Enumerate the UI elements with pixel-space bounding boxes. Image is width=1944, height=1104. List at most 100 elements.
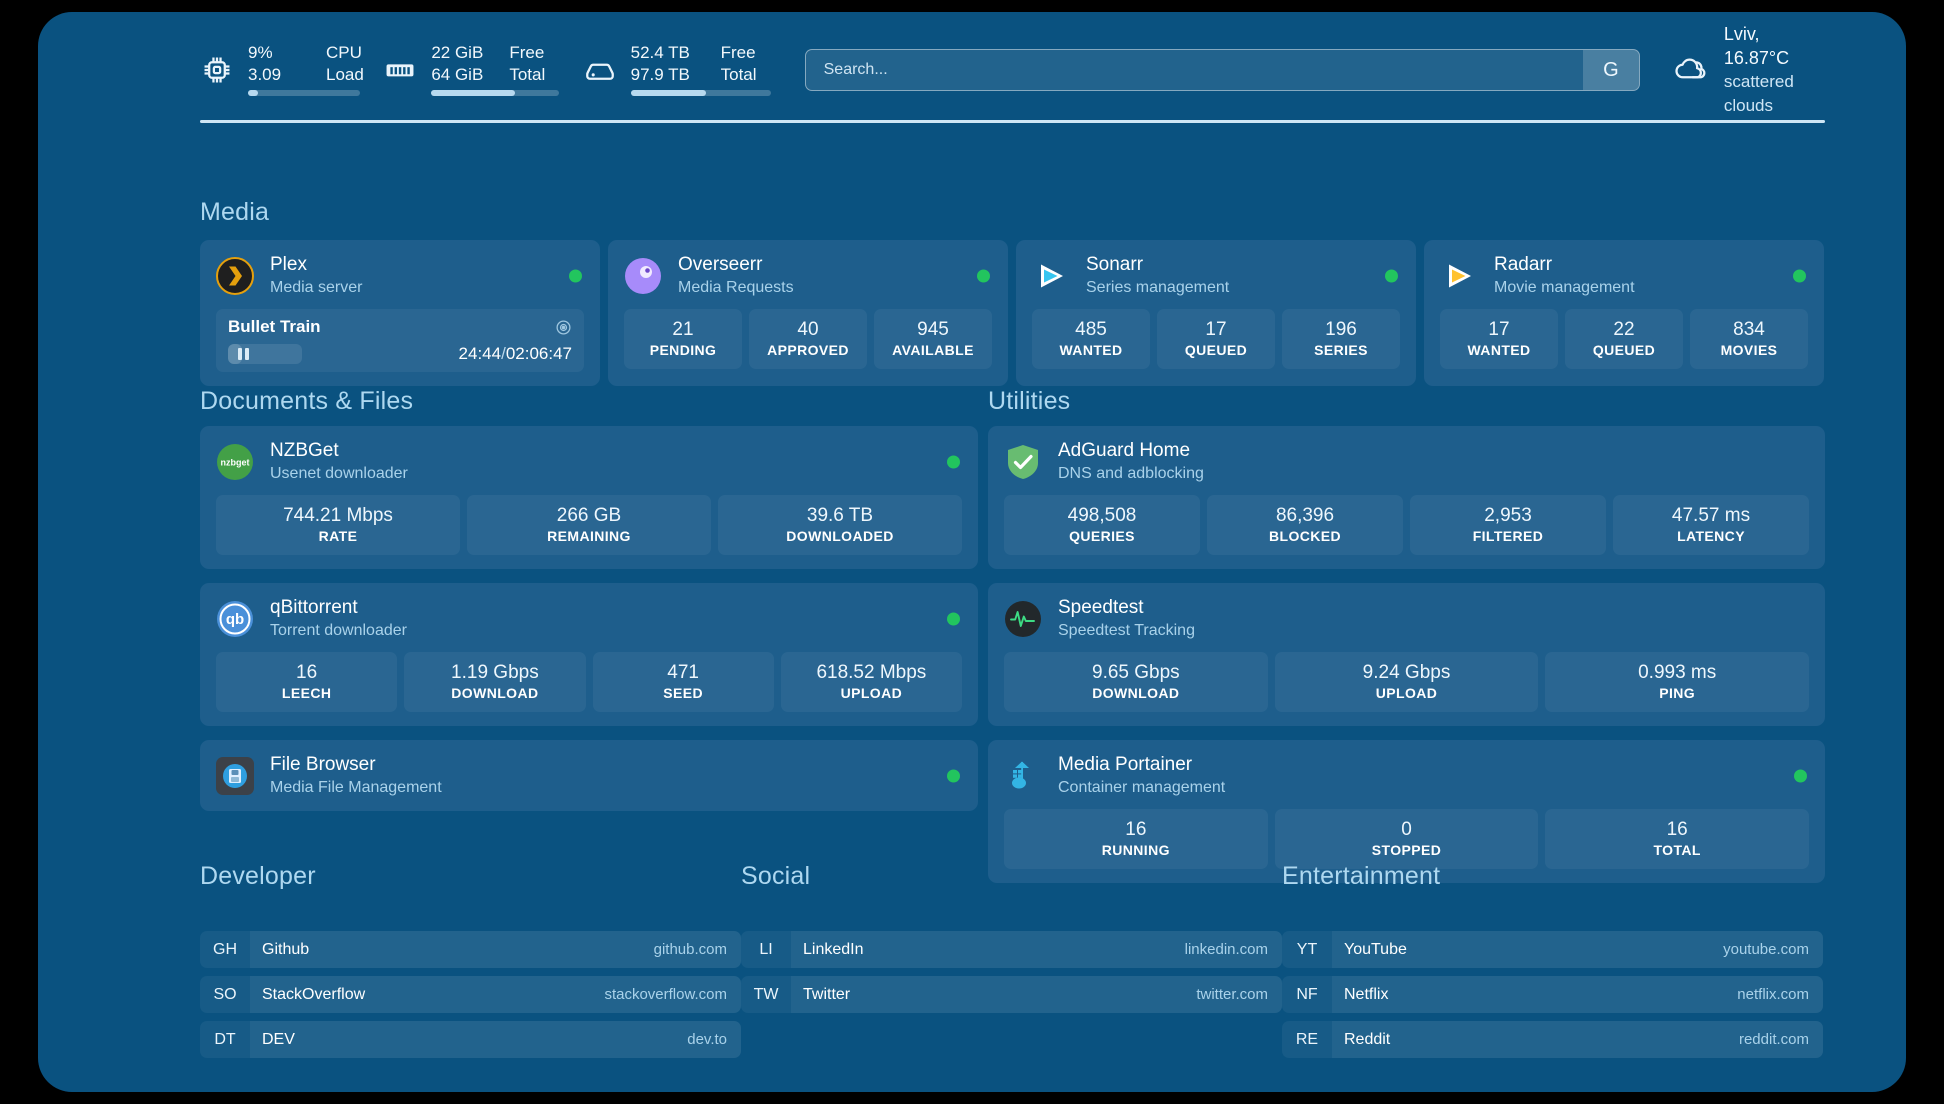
service-card-plex[interactable]: Plex Media server Bullet Train — [200, 240, 600, 386]
service-card-speedtest[interactable]: Speedtest Speedtest Tracking 9.65 Gbps D… — [988, 583, 1825, 726]
service-subtitle: Media File Management — [270, 779, 442, 796]
bookmark-item[interactable]: DT DEV dev.to — [200, 1021, 741, 1058]
service-card-qbittorrent[interactable]: qb qBittorrent Torrent downloader 16 LEE… — [200, 583, 978, 726]
stat-value: 39.6 TB — [806, 505, 874, 526]
stat-label: REMAINING — [547, 528, 631, 544]
stat-label: PING — [1659, 685, 1696, 701]
status-badge — [569, 269, 582, 282]
stat-tile: 485 WANTED — [1032, 309, 1150, 369]
status-badge — [947, 612, 960, 625]
bookmark-item[interactable]: RE Reddit reddit.com — [1282, 1021, 1823, 1058]
bookmark-group-developer: Developer GH Github github.com SO StackO… — [200, 862, 741, 1058]
service-subtitle: DNS and adblocking — [1058, 465, 1204, 482]
bookmark-name: Github — [262, 940, 310, 958]
stat-value: 196 — [1325, 319, 1357, 340]
status-badge — [1385, 269, 1398, 282]
bookmark-item[interactable]: YT YouTube youtube.com — [1282, 931, 1823, 968]
system-stat-cpu: 9% CPU 3.09 Load — [200, 42, 364, 98]
bookmark-name: DEV — [262, 1030, 295, 1048]
portainer-icon — [1004, 757, 1042, 795]
service-name: Plex — [270, 254, 307, 275]
bookmark-name: LinkedIn — [803, 940, 864, 958]
bookmark-url: reddit.com — [1738, 1031, 1809, 1048]
bookmark-item[interactable]: LI LinkedIn linkedin.com — [741, 931, 1282, 968]
stat-tile: 47.57 ms LATENCY — [1613, 495, 1809, 555]
stat-value: 618.52 Mbps — [816, 662, 927, 683]
service-card-file-browser[interactable]: File Browser Media File Management — [200, 740, 978, 811]
bookmark-item[interactable]: SO StackOverflow stackoverflow.com — [200, 976, 741, 1013]
bookmark-url: stackoverflow.com — [604, 986, 727, 1003]
header-divider — [200, 120, 1825, 123]
pause-icon[interactable] — [238, 348, 249, 360]
stat-label: MOVIES — [1720, 342, 1778, 358]
top-header: 9% CPU 3.09 Load — [38, 12, 1906, 130]
bookmark-group-entertainment: Entertainment YT YouTube youtube.com NF … — [1282, 862, 1823, 1058]
service-card-sonarr[interactable]: Sonarr Series management 485 WANTED 17 Q… — [1016, 240, 1416, 386]
dashboard-root: 9% CPU 3.09 Load — [38, 12, 1906, 1092]
stat-value: 0.993 ms — [1638, 662, 1717, 683]
stat-tiles: 498,508 QUERIES 86,396 BLOCKED 2,953 FIL… — [1004, 495, 1809, 555]
search-bar[interactable]: G — [804, 49, 1640, 91]
search-input[interactable] — [804, 49, 1640, 91]
bookmarks-area: Developer GH Github github.com SO StackO… — [200, 862, 1825, 1058]
playback-progress-bar[interactable] — [228, 344, 302, 364]
stat-label: AVAILABLE — [892, 342, 974, 358]
stat-value: 16 — [1125, 819, 1147, 840]
stat-value: 22 — [1613, 319, 1635, 340]
service-subtitle: Speedtest Tracking — [1058, 622, 1195, 639]
service-card-nzbget[interactable]: nzbget NZBGet Usenet downloader 744.21 M… — [200, 426, 978, 569]
service-subtitle: Series management — [1086, 279, 1230, 296]
weather-condition: scattered clouds — [1723, 72, 1794, 115]
stat-value: 1.19 Gbps — [451, 662, 539, 683]
bookmark-badge: SO — [200, 976, 250, 1013]
service-card-adguard-home[interactable]: AdGuard Home DNS and adblocking 498,508 … — [988, 426, 1825, 569]
stat-tiles: 17 WANTED 22 QUEUED 834 MOVIES — [1440, 309, 1808, 369]
playback-time: 24:44/02:06:47 — [459, 344, 572, 364]
stat-value: 21 — [672, 319, 694, 340]
stat-tile: 0.993 ms PING — [1545, 652, 1810, 712]
search-engine-button[interactable]: G — [1582, 50, 1639, 90]
service-card-radarr[interactable]: Radarr Movie management 17 WANTED 22 QUE… — [1424, 240, 1824, 386]
cpu-icon — [200, 53, 234, 87]
stat-tiles: 485 WANTED 17 QUEUED 196 SERIES — [1032, 309, 1400, 369]
stat-tile: 471 SEED — [592, 652, 774, 712]
stat-value: 2,953 — [1484, 505, 1532, 526]
service-card-overseerr[interactable]: Overseerr Media Requests 21 PENDING 40 A… — [608, 240, 1008, 386]
stat-label: DOWNLOAD — [451, 685, 539, 701]
gear-icon[interactable] — [555, 319, 572, 336]
bookmark-item[interactable]: TW Twitter twitter.com — [741, 976, 1282, 1013]
stat-value: 744.21 Mbps — [283, 505, 393, 526]
stat-value: 16 — [296, 662, 318, 683]
memory-total-value: 64 GiB — [431, 65, 484, 84]
disk-free-value: 52.4 TB — [630, 43, 690, 62]
service-name: Speedtest — [1058, 597, 1144, 618]
bookmark-item[interactable]: NF Netflix netflix.com — [1282, 976, 1823, 1013]
stat-label: PENDING — [649, 342, 717, 358]
service-subtitle: Media server — [270, 279, 363, 296]
filebrowser-icon — [216, 756, 254, 795]
stat-label: TOTAL — [1653, 842, 1701, 858]
service-card-media-portainer[interactable]: Media Portainer Container management 16 … — [988, 740, 1825, 883]
playback-elapsed: 24:44 — [458, 344, 502, 363]
service-subtitle: Container management — [1058, 779, 1226, 796]
stat-tile: 196 SERIES — [1282, 309, 1400, 369]
stat-tile: 618.52 Mbps UPLOAD — [780, 652, 962, 712]
bookmark-badge: TW — [741, 976, 791, 1013]
stat-value: 471 — [667, 662, 699, 683]
memory-free-value: 22 GiB — [431, 43, 484, 62]
bookmark-url: github.com — [653, 941, 727, 958]
section-title-media: Media — [200, 198, 270, 226]
status-badge — [947, 769, 960, 782]
service-subtitle: Movie management — [1494, 279, 1635, 296]
stat-tile: 945 AVAILABLE — [874, 309, 992, 369]
bookmark-item[interactable]: GH Github github.com — [200, 931, 741, 968]
stat-label: QUERIES — [1069, 528, 1135, 544]
bookmark-badge: RE — [1282, 1021, 1332, 1058]
utilities-card-column: AdGuard Home DNS and adblocking 498,508 … — [988, 426, 1825, 883]
playback-separator: / — [501, 344, 506, 363]
svg-text:nzbget: nzbget — [221, 457, 250, 467]
overseerr-icon — [624, 257, 662, 295]
stat-tile: 16 LEECH — [216, 652, 398, 712]
cpu-usage-bar — [248, 90, 360, 96]
sonarr-icon — [1032, 257, 1070, 295]
